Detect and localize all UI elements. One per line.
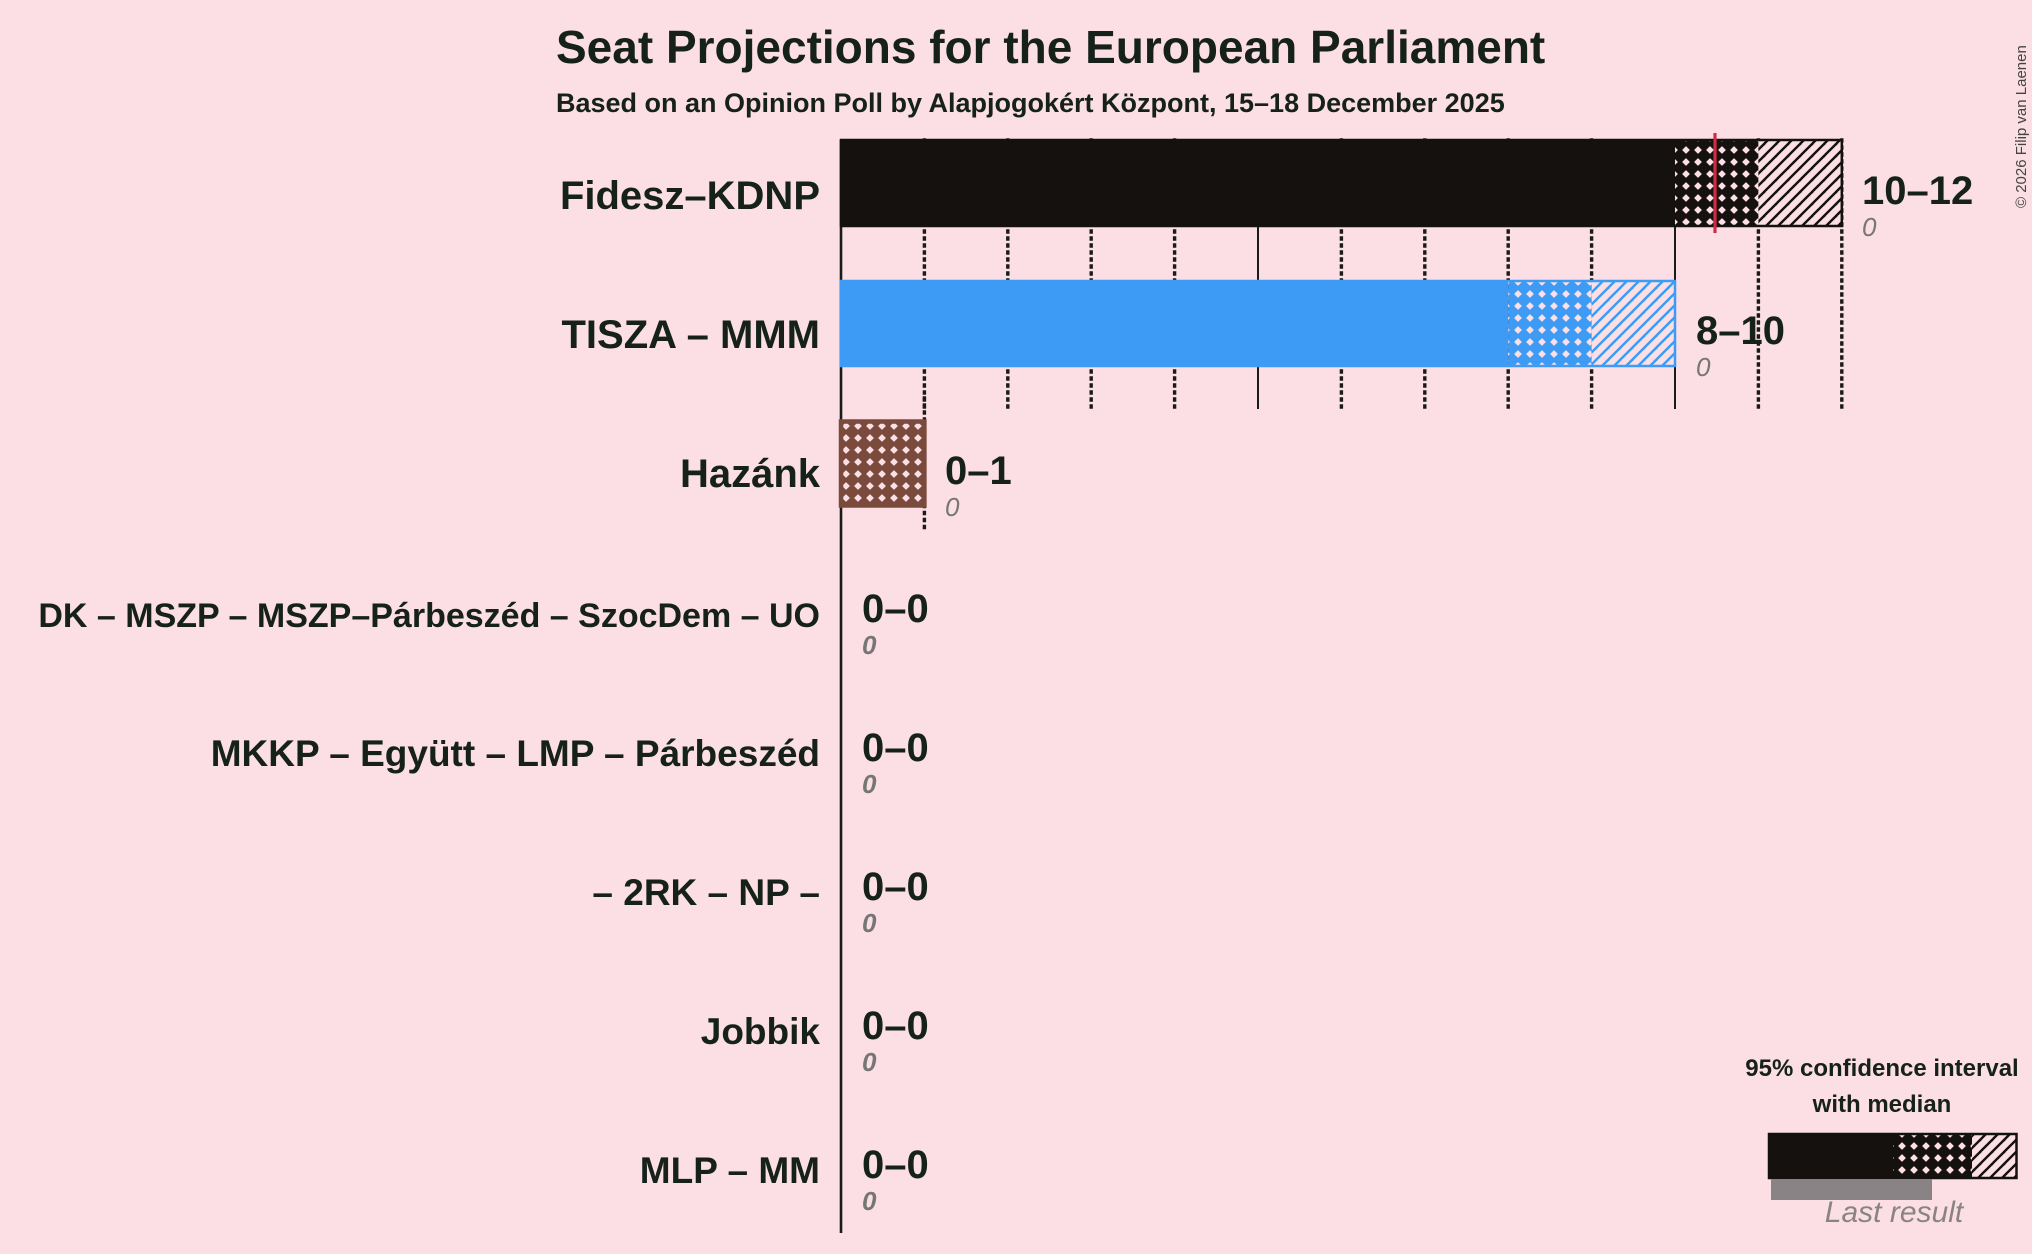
svg-text:0–0: 0–0 bbox=[862, 1004, 929, 1048]
svg-text:– 2RK – NP –: – 2RK – NP – bbox=[592, 872, 820, 913]
svg-text:Last result: Last result bbox=[1825, 1196, 1965, 1229]
svg-text:TISZA – MMM: TISZA – MMM bbox=[562, 313, 821, 357]
svg-text:Fidesz–KDNP: Fidesz–KDNP bbox=[560, 174, 820, 218]
svg-text:0: 0 bbox=[1696, 352, 1711, 382]
svg-text:MLP – MM: MLP – MM bbox=[640, 1150, 820, 1191]
svg-text:Based on an Opinion Poll by Al: Based on an Opinion Poll by Alapjogokért… bbox=[556, 88, 1505, 118]
svg-text:0: 0 bbox=[1862, 212, 1877, 242]
svg-text:0–0: 0–0 bbox=[862, 587, 929, 631]
svg-text:95% confidence interval: 95% confidence interval bbox=[1745, 1055, 2018, 1082]
svg-text:0: 0 bbox=[862, 630, 877, 660]
svg-text:© 2026 Filip van Laenen: © 2026 Filip van Laenen bbox=[2013, 45, 2030, 208]
svg-text:8–10: 8–10 bbox=[1696, 309, 1785, 353]
svg-text:Jobbik: Jobbik bbox=[701, 1011, 821, 1052]
svg-text:0–0: 0–0 bbox=[862, 865, 929, 909]
svg-text:MKKP – Együtt – LMP – Párbeszé: MKKP – Együtt – LMP – Párbeszéd bbox=[211, 733, 820, 774]
svg-text:0–0: 0–0 bbox=[862, 1143, 929, 1187]
svg-text:0: 0 bbox=[945, 492, 960, 522]
svg-text:Hazánk: Hazánk bbox=[680, 452, 821, 496]
svg-text:with median: with median bbox=[1812, 1091, 1952, 1118]
svg-text:0: 0 bbox=[862, 908, 877, 938]
svg-text:0: 0 bbox=[862, 769, 877, 799]
svg-text:DK – MSZP – MSZP–Párbeszéd – S: DK – MSZP – MSZP–Párbeszéd – SzocDem – U… bbox=[38, 597, 820, 635]
svg-text:10–12: 10–12 bbox=[1862, 169, 1973, 213]
svg-text:0: 0 bbox=[862, 1047, 877, 1077]
svg-text:0: 0 bbox=[862, 1186, 877, 1216]
svg-text:Seat Projections for the Europ: Seat Projections for the European Parlia… bbox=[556, 21, 1545, 73]
svg-text:0–0: 0–0 bbox=[862, 726, 929, 770]
svg-text:0–1: 0–1 bbox=[945, 449, 1012, 493]
